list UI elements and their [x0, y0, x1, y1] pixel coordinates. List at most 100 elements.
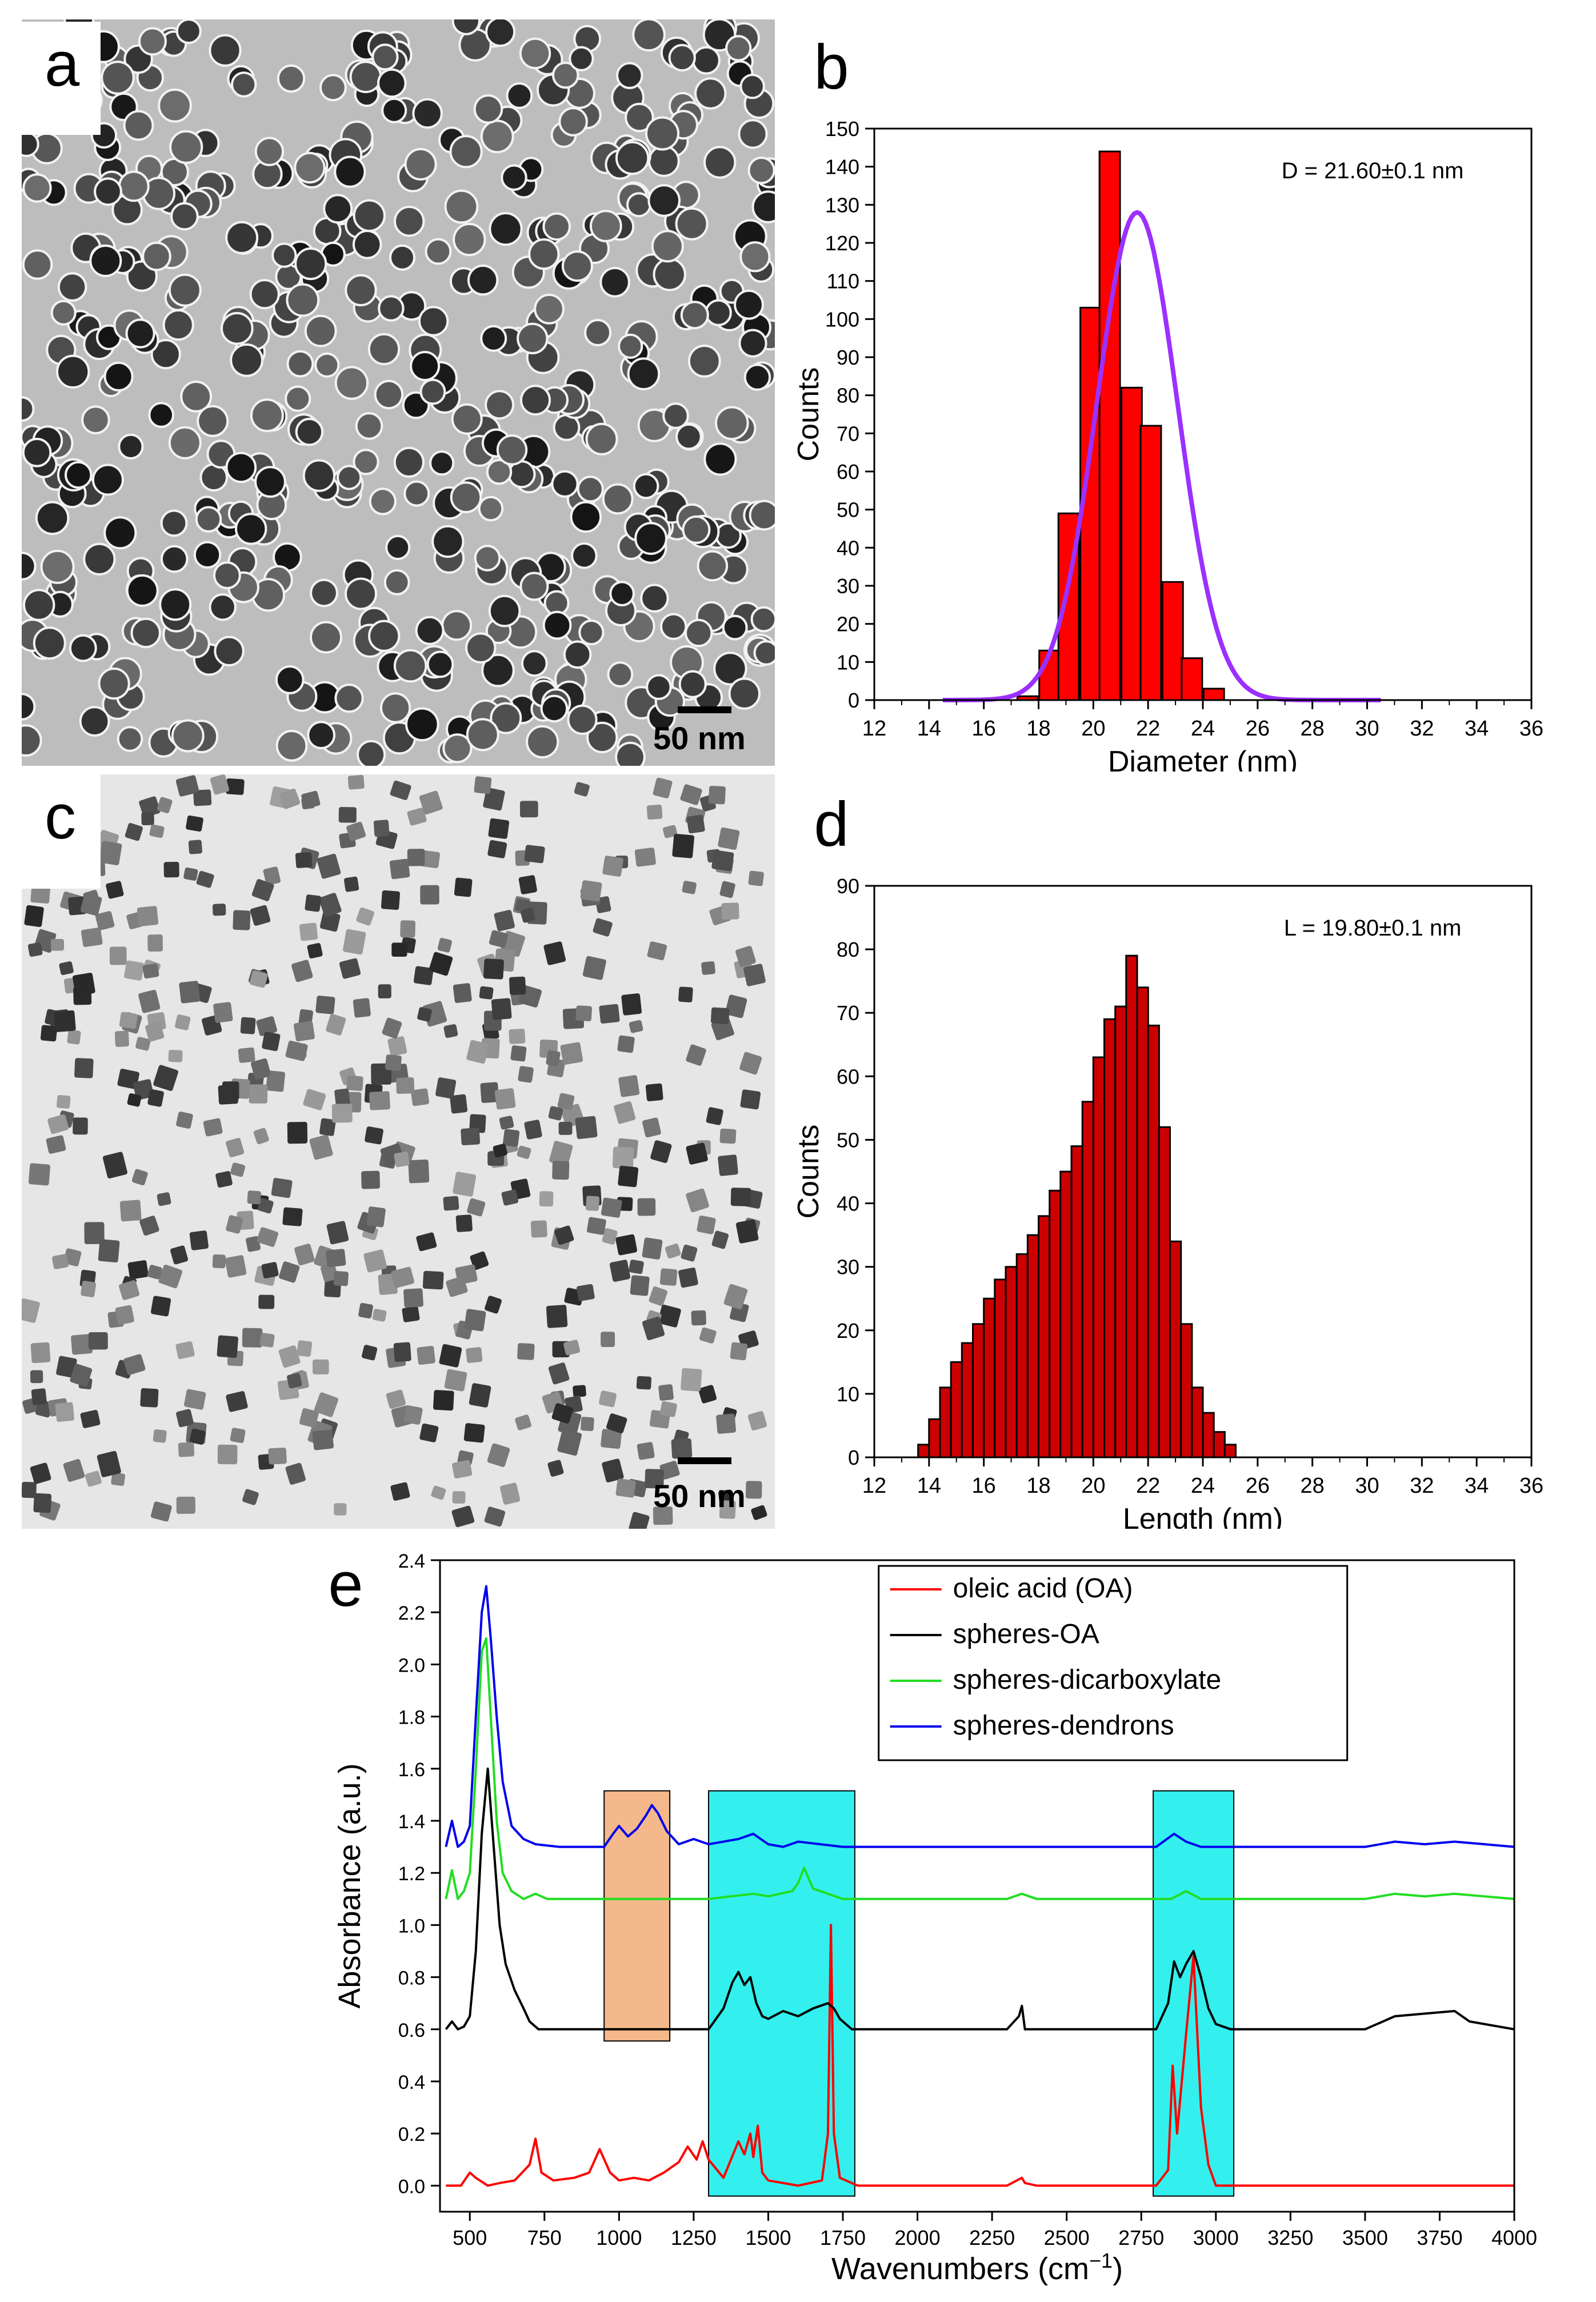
y-tick-label: 20: [837, 613, 859, 636]
y-tick-label: 1.0: [398, 1915, 425, 1937]
nanocube: [119, 1200, 142, 1222]
nanoparticle: [526, 725, 559, 759]
nanoparticle: [101, 61, 135, 95]
nanocube: [560, 1042, 583, 1065]
nanoparticle: [489, 212, 523, 246]
nanocube: [701, 961, 715, 975]
nanocube: [547, 1460, 564, 1477]
nanocube: [250, 905, 271, 926]
nanocube: [30, 1462, 51, 1484]
nanocube: [63, 1459, 85, 1482]
y-tick-label: 0.8: [398, 1968, 425, 1989]
nanocube: [251, 1058, 271, 1080]
nanoparticle: [750, 606, 775, 633]
nanocube: [22, 1481, 37, 1498]
nanocube: [81, 927, 103, 948]
y-axis-label: Absorbance (a.u.): [333, 1763, 367, 2008]
nanoparticle: [474, 545, 501, 571]
nanoparticle: [389, 244, 415, 271]
nanoparticle: [352, 230, 382, 259]
nanoparticle: [451, 403, 483, 435]
nanoparticle: [381, 97, 407, 123]
nanoparticle: [138, 27, 167, 56]
legend-label: spheres-dendrons: [953, 1710, 1174, 1741]
nanoparticle: [615, 741, 646, 766]
x-tick-label: 14: [917, 717, 941, 741]
nanocube: [326, 1221, 349, 1245]
nanocube: [580, 880, 602, 902]
nanoparticle: [286, 283, 320, 317]
nanocube: [730, 1188, 751, 1206]
nanoparticle: [383, 569, 410, 596]
nanoparticle: [519, 37, 551, 70]
nanocube: [291, 960, 313, 982]
x-tick-label: 22: [1136, 1474, 1160, 1498]
nanoparticle: [22, 551, 37, 581]
nanocube: [342, 929, 366, 955]
nanocube: [618, 1165, 639, 1188]
nanocube: [682, 881, 697, 894]
nanoparticle: [444, 189, 479, 224]
nanoparticle: [412, 98, 443, 129]
nanocube: [210, 774, 229, 795]
nanocube: [479, 986, 494, 1000]
nanocube: [730, 1342, 748, 1361]
nanocube: [158, 1264, 183, 1289]
nanocube: [149, 824, 165, 838]
nanoparticle: [225, 451, 257, 483]
nanocube: [433, 1390, 454, 1411]
x-tick-label: 4000: [1491, 2226, 1537, 2249]
nanocube: [630, 1275, 650, 1296]
nanocube: [226, 778, 245, 795]
nanocube: [338, 807, 357, 823]
y-tick-label: 150: [825, 117, 859, 141]
nanocube: [347, 774, 365, 790]
nanocube: [73, 1117, 88, 1135]
nanocube: [502, 1129, 520, 1147]
nanoparticle: [645, 116, 679, 151]
x-tick-label: 34: [1465, 1474, 1489, 1498]
nanocube: [299, 1408, 319, 1428]
nanocube: [27, 942, 43, 957]
nanocube: [189, 1230, 209, 1250]
y-tick-label: 2.2: [398, 1602, 425, 1624]
nanocube: [279, 1261, 300, 1283]
nanoparticle: [694, 77, 727, 110]
nanocube: [343, 876, 359, 892]
nanoparticle: [214, 636, 245, 667]
nanocube: [71, 1334, 93, 1355]
nanocube: [653, 1506, 673, 1525]
nanocube: [326, 1249, 346, 1268]
nanocube: [127, 1093, 142, 1107]
nanocube: [301, 790, 321, 809]
nanoparticle: [558, 107, 588, 137]
nanocube: [747, 1411, 767, 1431]
nanocube: [451, 1460, 473, 1478]
nanocube: [287, 1373, 302, 1389]
nanocube: [297, 1340, 313, 1357]
nanocube: [576, 1284, 595, 1301]
nanocube: [509, 1029, 526, 1044]
nanocube: [85, 1470, 102, 1487]
nanoparticle: [310, 578, 338, 608]
nanocube: [524, 1120, 542, 1140]
nanoparticle: [728, 677, 761, 710]
nanocube: [718, 1489, 733, 1504]
nanocube: [139, 1216, 159, 1236]
nanoparticle: [275, 665, 305, 694]
nanocube: [84, 1222, 105, 1244]
scale-bar: [678, 1457, 731, 1464]
nanocube: [419, 790, 443, 815]
nanocube: [686, 1188, 709, 1213]
nanoparticle: [142, 241, 171, 271]
nanocube: [361, 1170, 380, 1189]
nanocube: [230, 1428, 246, 1444]
nanoparticle: [294, 151, 326, 184]
nanocube: [710, 1007, 730, 1024]
y-tick-label: 30: [837, 1256, 859, 1279]
nanocube: [470, 1251, 489, 1270]
histogram-bar: [1059, 1170, 1073, 1458]
nanoparticle: [715, 406, 749, 441]
nanocube: [455, 1214, 473, 1232]
nanocube: [226, 1391, 248, 1412]
